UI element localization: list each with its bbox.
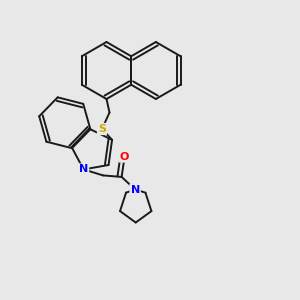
Text: N: N <box>79 164 88 174</box>
Text: O: O <box>119 152 129 161</box>
Text: N: N <box>130 184 140 194</box>
Text: S: S <box>98 124 106 134</box>
